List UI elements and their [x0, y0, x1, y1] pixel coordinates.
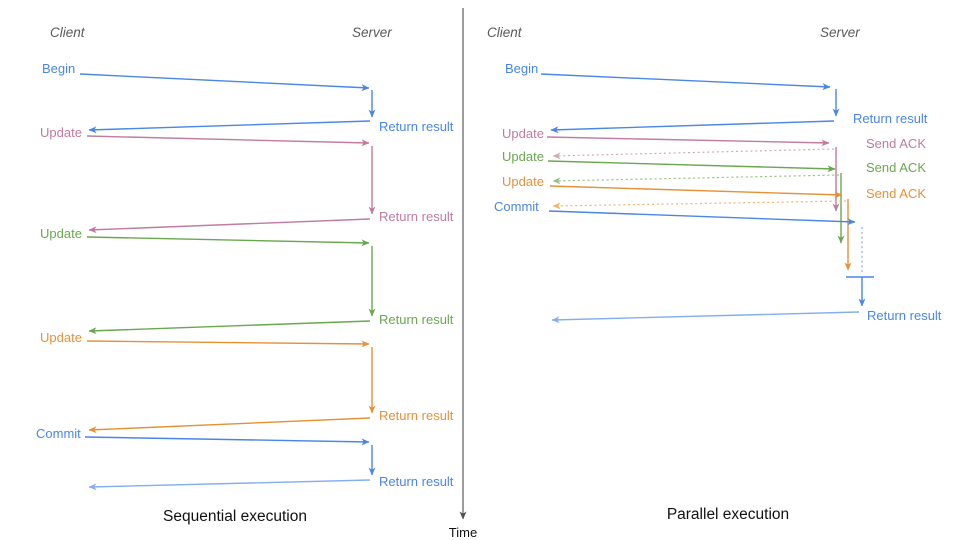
seq-update-3-return-result-label: Return result [379, 408, 454, 423]
par-update-2-request-arrow [547, 160, 836, 173]
par-update-2-ack-dotted-arrow [552, 174, 840, 185]
par-commit-response-arrow [551, 311, 860, 324]
par-commit-return-result-label: Return result [867, 308, 942, 323]
par-update-3-label: Update [502, 174, 544, 189]
par-begin-label: Begin [505, 61, 538, 76]
par-step-commit: Commit Return result [494, 199, 942, 324]
par-client-label: Client [487, 25, 523, 40]
seq-update-2-response-arrow [88, 320, 371, 335]
par-update-1-ack-dotted-arrow [552, 148, 835, 160]
seq-commit-label: Commit [36, 426, 81, 441]
seq-step-update-3: Update Return result [40, 330, 454, 434]
seq-update-2-label: Update [40, 226, 82, 241]
seq-update-1-return-result-label: Return result [379, 209, 454, 224]
par-server-label: Server [820, 25, 860, 40]
seq-update-3-label: Update [40, 330, 82, 345]
time-axis: Time [449, 8, 477, 540]
parallel-panel: Client Server Begin Return result Update… [487, 25, 942, 523]
seq-update-1-label: Update [40, 125, 82, 140]
parallel-caption: Parallel execution [667, 506, 789, 523]
par-commit-label: Commit [494, 199, 539, 214]
seq-commit-return-result-label: Return result [379, 474, 454, 489]
seq-step-begin: Begin Return result [42, 61, 454, 134]
seq-begin-label: Begin [42, 61, 75, 76]
seq-begin-return-result-label: Return result [379, 119, 454, 134]
par-step-update-2: Update Send ACK [502, 149, 926, 244]
seq-update-3-response-arrow [88, 417, 371, 434]
par-update-1-request-arrow [546, 136, 830, 147]
par-begin-response-arrow [550, 120, 835, 134]
par-update-3-request-arrow [549, 185, 843, 199]
seq-step-commit: Commit Return result [36, 426, 454, 491]
par-update-3-ack-dotted-arrow [552, 200, 847, 210]
par-begin-return-result-label: Return result [853, 111, 928, 126]
par-step-update-3: Update Send ACK [502, 174, 926, 271]
seq-commit-response-arrow [88, 479, 371, 491]
par-update-3-send-ack-label: Send ACK [866, 186, 926, 201]
par-step-begin: Begin Return result [505, 61, 928, 134]
seq-commit-request-arrow [84, 436, 370, 446]
seq-update-2-return-result-label: Return result [379, 312, 454, 327]
seq-update-3-request-arrow [86, 340, 370, 348]
par-commit-request-arrow [548, 210, 856, 226]
par-step-update-1: Update Send ACK [502, 126, 926, 212]
seq-update-1-response-arrow [88, 218, 371, 234]
seq-update-1-request-arrow [86, 135, 370, 147]
par-begin-request-arrow [540, 73, 831, 91]
par-update-1-label: Update [502, 126, 544, 141]
sequential-panel: Client Server Begin Return result Update… [36, 25, 454, 525]
time-axis-label: Time [449, 525, 477, 540]
seq-step-update-1: Update Return result [40, 125, 454, 234]
seq-server-label: Server [352, 25, 392, 40]
par-update-2-send-ack-label: Send ACK [866, 160, 926, 175]
seq-begin-request-arrow [79, 73, 370, 92]
par-update-1-send-ack-label: Send ACK [866, 136, 926, 151]
sequential-caption: Sequential execution [163, 508, 307, 525]
par-update-2-label: Update [502, 149, 544, 164]
seq-begin-response-arrow [88, 120, 371, 134]
seq-update-2-request-arrow [86, 236, 370, 247]
seq-client-label: Client [50, 25, 86, 40]
seq-step-update-2: Update Return result [40, 226, 454, 335]
